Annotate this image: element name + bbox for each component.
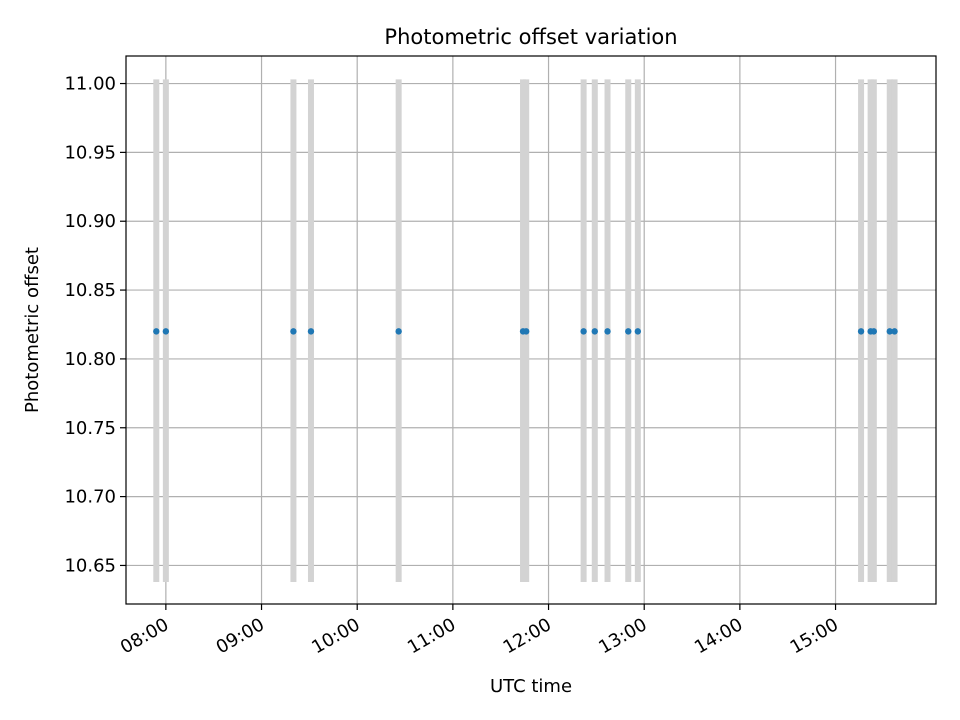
data-point (870, 328, 878, 335)
y-tick-label: 10.75 (64, 418, 116, 439)
data-point (634, 328, 642, 335)
data-point (162, 328, 170, 335)
data-point (290, 328, 297, 335)
y-tick-label: 10.95 (64, 142, 116, 163)
y-tick-label: 10.70 (64, 487, 116, 508)
data-point (523, 328, 530, 335)
y-tick-label: 11.00 (64, 74, 116, 95)
data-point (580, 328, 587, 335)
data-point (886, 328, 893, 335)
chart-title: Photometric offset variation (384, 25, 677, 49)
data-point (891, 328, 898, 335)
data-point (395, 328, 402, 335)
y-axis-label: Photometric offset (22, 247, 43, 413)
y-tick-label: 10.65 (64, 555, 116, 576)
data-points (153, 328, 898, 335)
y-tick-label: 10.80 (64, 349, 116, 370)
data-point (307, 328, 315, 335)
y-tick-label: 10.90 (64, 211, 116, 232)
data-point (591, 328, 598, 335)
y-tick-label: 10.85 (64, 280, 116, 301)
grid-lines (126, 56, 936, 604)
data-point (625, 328, 632, 335)
axes-frame (125, 55, 937, 605)
data-point (604, 328, 611, 335)
data-point (153, 328, 160, 335)
x-axis-label: UTC time (490, 676, 572, 697)
data-point (857, 328, 865, 335)
